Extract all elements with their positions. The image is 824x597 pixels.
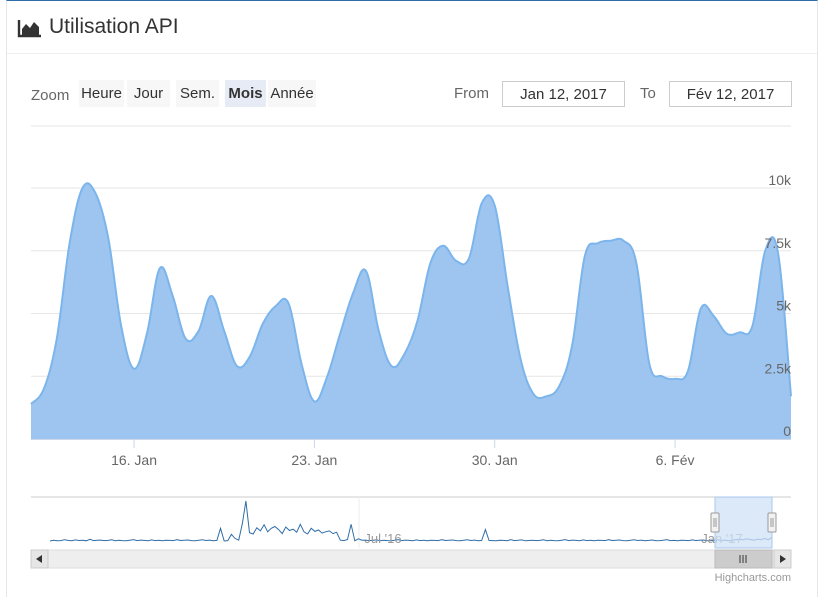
navigator-series [49, 500, 773, 542]
svg-text:Mois: Mois [228, 85, 262, 102]
panel-title: Utilisation API [49, 15, 179, 38]
y-axis-labels: 0 2.5k 5k 7.5k 10k [765, 172, 792, 439]
zoom-button-année[interactable]: Année [268, 80, 316, 107]
x-tick-label: 30. Jan [472, 452, 518, 468]
scroll-left-button[interactable] [30, 549, 49, 569]
navigator-handle-right[interactable] [767, 512, 777, 533]
to-date-input[interactable] [669, 81, 792, 107]
svg-text:Heure: Heure [81, 85, 122, 102]
scrollbar-thumb[interactable] [714, 549, 773, 569]
zoom-button-heure[interactable]: Heure [79, 80, 124, 107]
zoom-button-mois[interactable]: Mois [225, 80, 266, 107]
x-tick-label: 23. Jan [291, 452, 337, 468]
chevron-left-icon [36, 555, 42, 563]
navigator-handle-left[interactable] [710, 512, 720, 533]
zoom-label: Zoom [31, 87, 69, 104]
scrollbar-track[interactable] [30, 549, 792, 569]
from-label: From [454, 85, 489, 102]
chevron-right-icon [780, 555, 786, 563]
x-axis: 16. Jan 23. Jan 30. Jan 6. Fév [31, 439, 791, 468]
area-series [30, 182, 792, 439]
navigator-scrollbar[interactable] [30, 549, 792, 569]
to-label: To [640, 85, 656, 102]
x-tick-label: 16. Jan [111, 452, 157, 468]
zoom-button-jour[interactable]: Jour [127, 80, 170, 107]
svg-text:Année: Année [270, 85, 313, 102]
credits-link[interactable]: Highcharts.com [715, 572, 791, 584]
navigator-selection[interactable] [714, 496, 773, 549]
x-tick-label: 6. Fév [656, 452, 695, 468]
y-tick-label: 2.5k [765, 360, 792, 376]
from-date-input[interactable] [502, 81, 625, 107]
range-selector: Zoom Heure Jour Sem. Mois Année From To [31, 80, 656, 107]
zoom-button-sem[interactable]: Sem. [176, 80, 219, 107]
svg-text:Jour: Jour [134, 85, 163, 102]
area-line [30, 182, 792, 405]
panel-header: Utilisation API [7, 1, 817, 54]
y-tick-label: 0 [783, 423, 791, 439]
navigator-axis-label: Jul '16 [364, 531, 401, 546]
area-chart-icon [17, 20, 41, 38]
scroll-right-button[interactable] [773, 549, 792, 569]
y-tick-label: 7.5k [765, 235, 792, 251]
area-fill [31, 183, 791, 439]
svg-text:Sem.: Sem. [180, 85, 215, 102]
y-tick-label: 10k [768, 172, 792, 188]
chart-panel: Utilisation API [6, 0, 818, 597]
y-tick-label: 5k [776, 298, 792, 314]
